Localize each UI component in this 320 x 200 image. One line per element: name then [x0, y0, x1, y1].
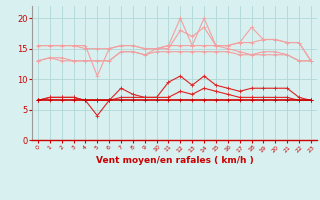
X-axis label: Vent moyen/en rafales ( km/h ): Vent moyen/en rafales ( km/h ) — [96, 156, 253, 165]
